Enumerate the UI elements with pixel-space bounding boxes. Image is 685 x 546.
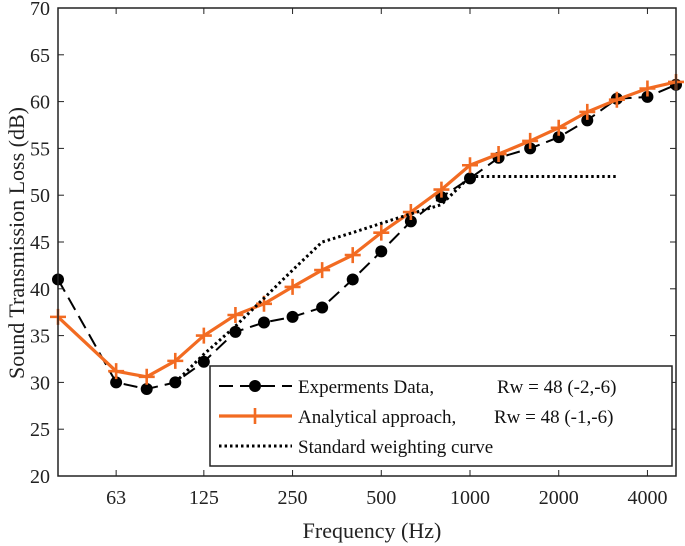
data-point	[346, 273, 359, 286]
data-point	[227, 307, 244, 324]
data-point	[108, 363, 125, 380]
data-point	[639, 80, 656, 97]
data-point	[404, 215, 417, 228]
data-point	[552, 131, 565, 144]
x-tick-label: 2000	[539, 487, 579, 509]
data-point	[462, 157, 478, 174]
data-point	[490, 146, 507, 163]
legend-rw: Rw = 48 (-2,-6)	[497, 377, 616, 398]
data-point	[373, 224, 390, 241]
y-tick-label: 45	[30, 232, 50, 254]
data-point	[140, 382, 153, 395]
legend-marker	[249, 380, 261, 392]
y-tick-label: 40	[30, 279, 50, 301]
data-point	[169, 376, 182, 389]
x-tick-label: 63	[106, 487, 126, 509]
legend-label: Standard weighting curve	[298, 437, 493, 458]
x-tick-labels: 63 125 250 500 1000 2000 4000	[106, 487, 667, 509]
series-1	[52, 78, 682, 395]
data-point	[433, 181, 450, 198]
x-tick-label: 500	[366, 487, 396, 509]
legend-item-3: Standard weighting curve	[219, 437, 493, 458]
series-layer	[50, 73, 684, 395]
data-point	[464, 172, 476, 185]
y-tick-label: 25	[30, 419, 50, 441]
y-tick-label: 60	[30, 92, 50, 114]
y-tick-label: 55	[30, 138, 50, 160]
y-tick-label: 30	[30, 372, 50, 394]
y-tick-labels: 20 25 30 35 40 45 50 55 60 65 70	[30, 0, 50, 488]
series-line	[57, 83, 677, 391]
legend-item-1: Experments Data, Rw = 48 (-2,-6)	[219, 377, 616, 398]
data-point	[316, 301, 329, 314]
data-point	[550, 119, 567, 136]
legend-marker	[247, 408, 263, 424]
data-point	[195, 327, 212, 344]
legend-label: Experments Data,	[298, 377, 434, 398]
y-axis-label: Sound Transmission Loss (dB)	[4, 107, 29, 379]
y-tick-label: 50	[30, 185, 50, 207]
x-axis-label: Frequency (Hz)	[303, 518, 442, 543]
x-tick-label: 1000	[450, 487, 490, 509]
data-point	[608, 91, 625, 108]
data-point	[314, 262, 331, 279]
x-tick-label: 250	[278, 487, 308, 509]
series-line	[174, 175, 617, 384]
data-point	[579, 103, 596, 120]
legend-label: Analytical approach,	[298, 407, 456, 428]
legend: Experments Data, Rw = 48 (-2,-6) Analytica…	[209, 365, 673, 467]
data-point	[402, 204, 419, 221]
data-point	[284, 278, 301, 295]
data-point	[641, 90, 654, 103]
legend-item-2: Analytical approach, Rw = 48 (-1,-6)	[219, 407, 613, 428]
series-3	[174, 175, 617, 384]
data-point	[375, 245, 388, 258]
data-point	[581, 114, 594, 127]
data-point	[258, 316, 270, 329]
data-point	[167, 352, 184, 369]
data-point	[138, 368, 155, 385]
y-tick-label: 20	[30, 466, 50, 488]
x-tick-label: 4000	[627, 487, 667, 509]
data-point	[110, 376, 123, 389]
data-point	[286, 310, 299, 323]
legend-rw: Rw = 48 (-1,-6)	[494, 407, 613, 428]
y-tick-label: 35	[30, 326, 50, 348]
axis-ticks	[58, 7, 676, 477]
x-tick-label: 125	[189, 487, 219, 509]
series-2	[50, 73, 684, 385]
data-point	[522, 132, 539, 149]
data-point	[344, 247, 361, 264]
y-tick-label: 65	[30, 45, 50, 67]
y-tick-label: 70	[30, 0, 50, 20]
data-point	[229, 325, 242, 338]
